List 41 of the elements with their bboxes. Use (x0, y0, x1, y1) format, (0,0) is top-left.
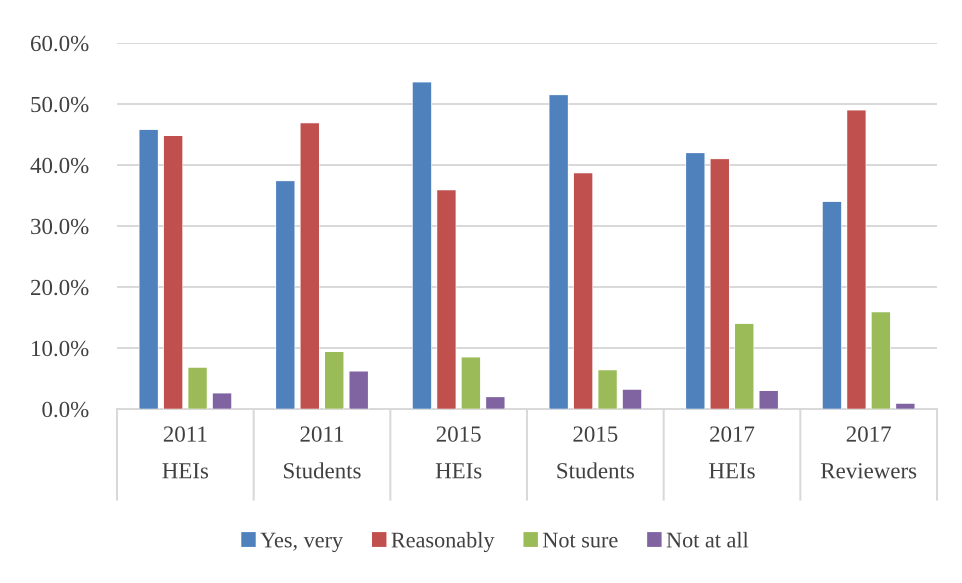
legend-label: Reasonably (392, 532, 494, 552)
x-tick-label: 2017 Reviewers (820, 426, 916, 478)
bar (461, 356, 481, 409)
y-tick-label: 40.0% (30, 158, 88, 174)
legend-label: Not at all (666, 532, 748, 548)
bar (486, 396, 506, 409)
bar (436, 190, 456, 409)
bar (412, 82, 432, 409)
y-tick-label: 20.0% (31, 280, 88, 296)
y-tick-label: 50.0% (31, 96, 88, 112)
x-tick-label: 2015 Students (557, 426, 634, 478)
bar (871, 312, 891, 409)
bar (548, 94, 568, 409)
y-tick-label: 60.0% (31, 36, 88, 52)
bar (163, 135, 183, 409)
bar (598, 370, 618, 409)
bar (896, 403, 916, 409)
y-tick-label: 0.0% (42, 402, 88, 418)
bar (188, 367, 208, 409)
bar (686, 152, 706, 409)
bar (138, 129, 158, 409)
bar (300, 122, 320, 409)
x-tick-label: 2015 HEIs (436, 426, 482, 478)
bar (573, 172, 593, 409)
bar (758, 390, 778, 409)
bar (324, 351, 344, 409)
x-tick-label: 2017 HEIs (709, 426, 755, 478)
legend-label: Not sure (542, 532, 618, 548)
bar (212, 392, 232, 409)
x-tick-label: 2011 HEIs (162, 426, 208, 478)
bar (622, 389, 642, 409)
y-tick-label: 10.0% (32, 340, 88, 356)
legend-label: Yes, very (260, 532, 344, 552)
bar (348, 370, 368, 409)
bar (822, 201, 842, 409)
bar (276, 180, 296, 409)
y-tick-label: 30.0% (31, 218, 88, 234)
x-tick-label: 2011 Students (284, 426, 361, 478)
bar (710, 158, 730, 409)
bar (846, 110, 866, 409)
bar (734, 323, 754, 409)
